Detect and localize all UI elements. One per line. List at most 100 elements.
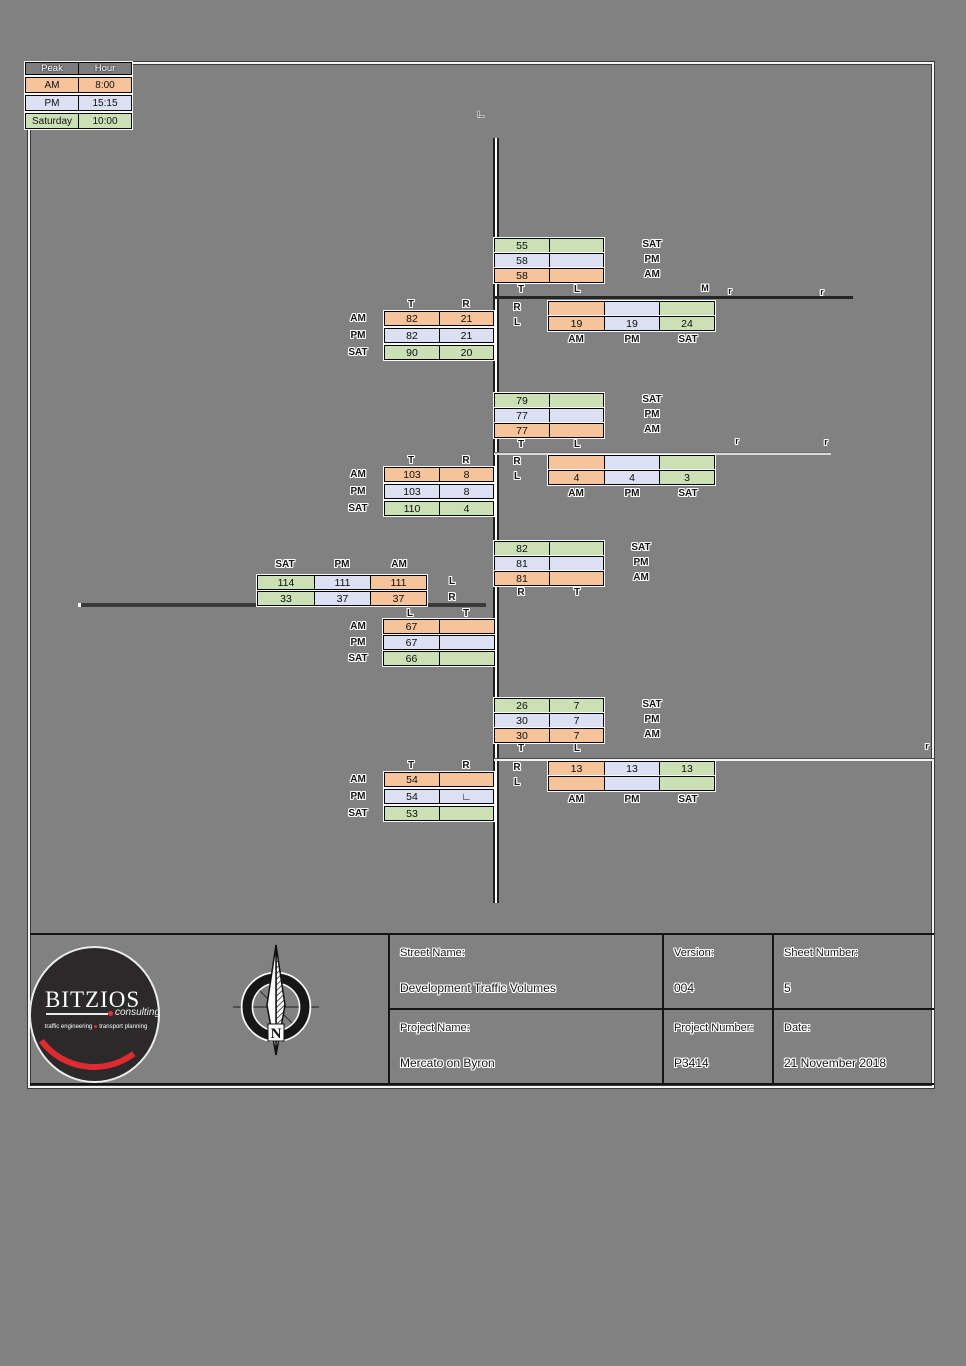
version-value: 004 bbox=[674, 981, 695, 995]
street-name-fragment: r bbox=[728, 286, 732, 296]
logo-tagline: traffic engineering transport planning bbox=[43, 1024, 149, 1030]
sheet-name-label: Street Name: bbox=[400, 947, 465, 959]
east-approach-table-row: 81 bbox=[494, 571, 604, 586]
logo-consulting-text: consulting bbox=[115, 1007, 158, 1018]
volume-cell: 20 bbox=[439, 346, 493, 359]
period-label: PM bbox=[624, 488, 640, 499]
volume-cell: 30 bbox=[516, 729, 528, 742]
project-number-cell: Project Number: P3414 bbox=[662, 1010, 772, 1085]
movement-label: R bbox=[517, 587, 525, 598]
logo-red-dot bbox=[108, 1011, 113, 1016]
version-cell: Version: 004 bbox=[662, 935, 772, 1010]
north-approach-table-row: 58 bbox=[494, 253, 604, 268]
west-approach-table-row: 110 4 bbox=[384, 501, 494, 516]
movement-label: R bbox=[513, 762, 521, 773]
drawing-frame bbox=[28, 62, 934, 1088]
volume-cell: 81 bbox=[516, 572, 528, 585]
period-label: SAT bbox=[642, 699, 662, 710]
volume-cell: 103 bbox=[403, 468, 421, 481]
period-label: PM bbox=[350, 330, 366, 341]
legend-row-saturday: Saturday 10:00 bbox=[25, 113, 132, 129]
period-label: SAT bbox=[678, 488, 698, 499]
west-approach-table-row: 54 bbox=[384, 772, 494, 787]
volume-cell: 7 bbox=[549, 729, 603, 742]
west-approach-table-row: 103 8 bbox=[384, 467, 494, 482]
movement-label: R bbox=[448, 592, 456, 603]
volume-cell bbox=[549, 777, 604, 790]
volume-cell: ∟ bbox=[439, 790, 493, 803]
movement-label: L bbox=[573, 284, 581, 295]
period-label: SAT bbox=[642, 394, 662, 405]
sheet-number-label: Sheet Number: bbox=[784, 947, 858, 959]
period-label: SAT bbox=[348, 653, 368, 664]
volume-cell: 82 bbox=[406, 329, 418, 342]
volume-cell bbox=[604, 777, 659, 790]
volume-cell bbox=[549, 394, 603, 407]
period-label: SAT bbox=[631, 542, 651, 553]
volume-cell: 67 bbox=[405, 620, 418, 633]
period-label: AM bbox=[644, 424, 660, 435]
legend-row-pm: PM 15:15 bbox=[25, 95, 132, 111]
period-label: PM bbox=[624, 794, 640, 805]
movement-label: T bbox=[407, 299, 415, 310]
movement-label: T bbox=[573, 587, 581, 598]
date-label: Date: bbox=[784, 1022, 811, 1034]
volume-cell: 26 bbox=[516, 699, 528, 712]
volume-cell: 55 bbox=[516, 239, 528, 252]
period-label: AM bbox=[391, 559, 407, 570]
movement-label: T bbox=[407, 760, 415, 771]
volume-cell: 8 bbox=[439, 485, 493, 498]
volume-cell bbox=[549, 254, 603, 267]
north-arrow-compass: N bbox=[233, 944, 319, 1056]
volume-cell bbox=[549, 456, 604, 469]
movement-label: L bbox=[513, 777, 521, 788]
west-approach-table-row: 114 111 111 bbox=[257, 575, 427, 590]
north-south-road-line bbox=[493, 138, 499, 903]
east-approach-table-row: 19 19 24 bbox=[548, 316, 715, 331]
period-label: PM bbox=[633, 557, 649, 568]
volume-cell bbox=[659, 456, 714, 469]
north-approach-table-row: 58 bbox=[494, 268, 604, 283]
west-approach-table-row: 33 37 37 bbox=[257, 591, 427, 606]
period-label: PM bbox=[350, 637, 366, 648]
south-approach-table-row: 67 bbox=[383, 635, 495, 650]
period-label: AM bbox=[350, 469, 366, 480]
volume-cell: 82 bbox=[516, 542, 528, 555]
north-approach-table-row: 79 bbox=[494, 393, 604, 408]
project-name-label: Project Name: bbox=[400, 1022, 470, 1034]
version-label: Version: bbox=[674, 947, 714, 959]
volume-cell: 79 bbox=[516, 394, 528, 407]
period-label: SAT bbox=[348, 808, 368, 819]
north-approach-table-row: 30 7 bbox=[494, 728, 604, 743]
period-label: SAT bbox=[678, 334, 698, 345]
volume-cell: 67 bbox=[405, 636, 418, 649]
volume-cell: 77 bbox=[516, 409, 528, 422]
volume-cell: 58 bbox=[516, 254, 528, 267]
volume-cell bbox=[549, 424, 603, 437]
period-label: AM bbox=[644, 729, 660, 740]
west-approach-table-row: 90 20 bbox=[384, 345, 494, 360]
volume-cell bbox=[439, 807, 493, 820]
volume-cell: 103 bbox=[403, 485, 421, 498]
east-approach-table-row bbox=[548, 301, 715, 316]
movement-label: L bbox=[406, 608, 414, 619]
period-label: PM bbox=[644, 714, 660, 725]
period-label: PM bbox=[644, 254, 660, 265]
movement-label: T bbox=[517, 284, 525, 295]
east-approach-table-row: 82 bbox=[494, 541, 604, 556]
period-label: AM bbox=[568, 794, 584, 805]
volume-cell: 37 bbox=[370, 592, 426, 605]
peak-hour-legend: Peak Hour AM 8:00 PM 15:15 Saturday 10:0… bbox=[25, 62, 132, 129]
legend-peak-value: AM bbox=[44, 79, 60, 91]
logo-tagline-left: traffic engineering bbox=[44, 1024, 93, 1030]
legend-hour-value: 8:00 bbox=[78, 78, 131, 92]
legend-hour-value: 10:00 bbox=[78, 114, 131, 128]
period-label: SAT bbox=[678, 794, 698, 805]
movement-label: R bbox=[462, 760, 470, 771]
sheet-name-cell: Street Name: Development Traffic Volumes bbox=[388, 935, 662, 1010]
volume-cell: 114 bbox=[258, 576, 314, 589]
street-name-fragment: ∟ bbox=[476, 109, 486, 119]
legend-header-hour: Hour bbox=[78, 63, 131, 74]
south-approach-table-row: 66 bbox=[383, 651, 495, 666]
